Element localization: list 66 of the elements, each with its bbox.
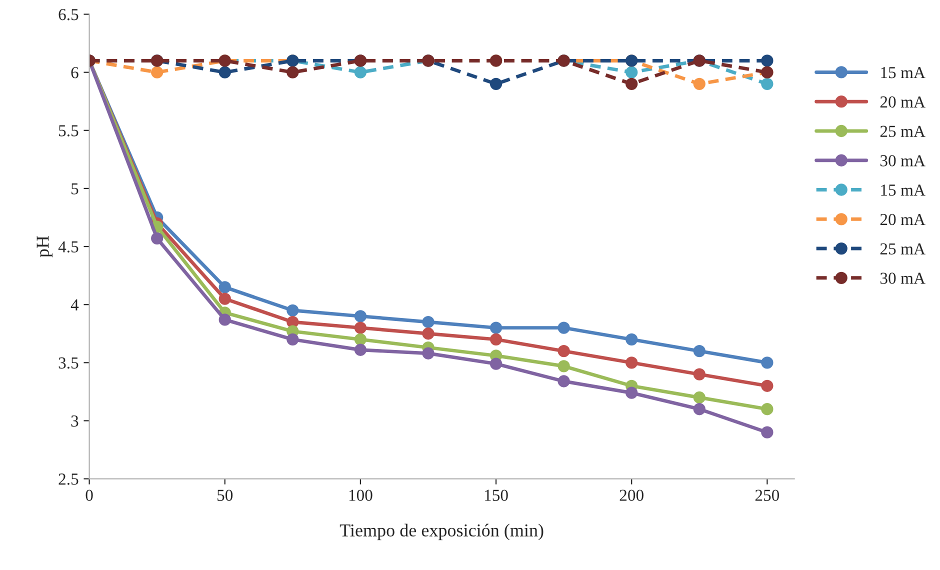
legend-label: 25 mA xyxy=(880,126,926,137)
y-tick-label: 2.5 xyxy=(58,474,78,485)
point xyxy=(286,66,299,78)
point xyxy=(218,314,231,326)
x-tick-label: 0 xyxy=(86,490,93,501)
point xyxy=(693,391,706,404)
point xyxy=(558,344,570,358)
legend-label: 25 mA xyxy=(880,243,926,255)
legend-label: 30 mA xyxy=(880,272,926,284)
legend-label: 15 mA xyxy=(881,67,926,78)
point xyxy=(558,375,570,388)
x-tick-label: 200 xyxy=(620,490,644,501)
x-tick-label: 100 xyxy=(349,490,372,501)
point xyxy=(490,358,502,370)
point xyxy=(693,368,706,380)
legend-label: 20 mA xyxy=(880,214,926,226)
point xyxy=(490,78,502,90)
point xyxy=(151,232,164,244)
x-tick-label: 50 xyxy=(218,490,233,501)
point xyxy=(218,281,231,294)
point xyxy=(218,292,231,305)
point xyxy=(286,333,299,346)
point xyxy=(490,322,502,334)
y-tick-label: 4.5 xyxy=(58,241,78,253)
point xyxy=(151,66,164,78)
point xyxy=(626,386,638,399)
point xyxy=(626,66,638,78)
point xyxy=(693,403,706,416)
point xyxy=(761,426,774,438)
point xyxy=(422,316,434,328)
point xyxy=(558,360,570,372)
point xyxy=(558,322,570,334)
point xyxy=(286,304,299,316)
x-tick-label: 150 xyxy=(484,490,508,501)
y-axis-title: pH xyxy=(36,236,52,258)
point xyxy=(761,356,774,369)
x-tick-label: 250 xyxy=(755,490,780,501)
y-tick-label: 3 xyxy=(71,415,78,427)
point xyxy=(354,66,367,78)
point xyxy=(693,78,706,90)
point xyxy=(626,356,638,369)
point xyxy=(354,333,367,346)
point xyxy=(761,54,774,67)
point xyxy=(693,344,706,358)
legend-label: 30 mA xyxy=(880,155,926,166)
point xyxy=(354,322,367,334)
y-tick-label: 6 xyxy=(71,67,78,78)
point xyxy=(354,310,367,322)
legend-label: 20 mA xyxy=(880,96,926,108)
y-tick-label: 6.5 xyxy=(58,8,78,20)
point xyxy=(626,78,638,90)
legend-label: 15 mA xyxy=(881,184,926,196)
y-tick-label: 4 xyxy=(70,299,79,310)
y-tick-label: 5 xyxy=(72,183,78,194)
point xyxy=(626,333,638,346)
x-axis-title: Tiempo de exposición (min) xyxy=(340,524,544,540)
point xyxy=(761,380,774,392)
y-tick-label: 5.5 xyxy=(59,125,78,136)
point xyxy=(218,66,231,78)
point xyxy=(422,328,434,340)
point xyxy=(490,333,502,346)
point xyxy=(354,344,367,356)
point xyxy=(761,403,774,416)
point xyxy=(422,347,434,360)
point xyxy=(761,78,774,90)
y-tick-label: 3.5 xyxy=(58,357,78,369)
